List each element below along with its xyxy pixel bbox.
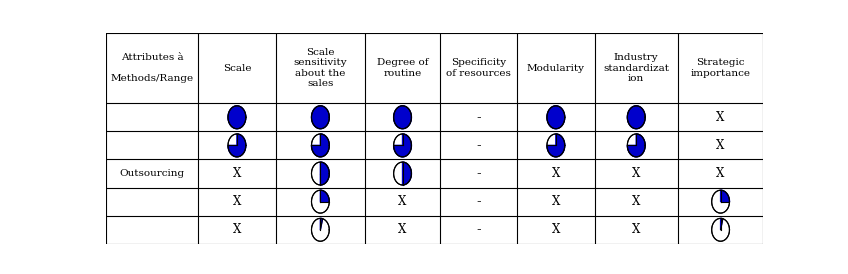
Polygon shape [547, 106, 565, 129]
Polygon shape [311, 106, 329, 129]
Text: Degree of
routine: Degree of routine [377, 58, 428, 78]
Text: X: X [717, 111, 725, 124]
Text: X: X [632, 223, 640, 236]
Polygon shape [628, 134, 645, 157]
Polygon shape [393, 134, 411, 157]
Polygon shape [393, 106, 411, 129]
Text: X: X [717, 167, 725, 180]
Polygon shape [311, 218, 329, 241]
Text: -: - [477, 111, 481, 124]
Polygon shape [311, 134, 329, 157]
Polygon shape [311, 190, 329, 213]
Text: X: X [399, 195, 407, 208]
Text: X: X [552, 223, 560, 236]
Text: Specificity
of resources: Specificity of resources [446, 58, 511, 78]
Polygon shape [393, 162, 411, 185]
Text: X: X [552, 195, 560, 208]
Text: Outsourcing: Outsourcing [120, 169, 185, 178]
Polygon shape [628, 106, 645, 129]
Text: X: X [232, 195, 241, 208]
Text: Strategic
importance: Strategic importance [690, 58, 750, 78]
Text: X: X [632, 167, 640, 180]
Polygon shape [321, 218, 322, 230]
Polygon shape [721, 190, 729, 202]
Polygon shape [311, 162, 329, 185]
Polygon shape [321, 190, 329, 202]
Polygon shape [393, 134, 411, 157]
Text: -: - [477, 139, 481, 152]
Text: X: X [632, 195, 640, 208]
Polygon shape [393, 106, 411, 129]
Polygon shape [628, 106, 645, 129]
Text: -: - [477, 167, 481, 180]
Polygon shape [228, 134, 246, 157]
Text: X: X [232, 223, 241, 236]
Polygon shape [547, 134, 565, 157]
Text: -: - [477, 195, 481, 208]
Text: Scale
sensitivity
about the
sales: Scale sensitivity about the sales [293, 48, 347, 88]
Polygon shape [711, 218, 729, 241]
Polygon shape [311, 134, 329, 157]
Text: X: X [399, 223, 407, 236]
Text: Attributes à

Methods/Range: Attributes à Methods/Range [110, 53, 193, 83]
Text: Scale: Scale [223, 64, 251, 73]
Polygon shape [711, 190, 729, 213]
Polygon shape [547, 134, 565, 157]
Polygon shape [228, 106, 246, 129]
Polygon shape [721, 218, 722, 230]
Text: -: - [477, 223, 481, 236]
Text: Industry
standardizat
ion: Industry standardizat ion [603, 53, 669, 83]
Polygon shape [321, 162, 329, 185]
Polygon shape [311, 106, 329, 129]
Polygon shape [228, 106, 246, 129]
Polygon shape [628, 134, 645, 157]
Polygon shape [228, 134, 246, 157]
Text: X: X [552, 167, 560, 180]
Text: X: X [717, 139, 725, 152]
Polygon shape [403, 162, 411, 185]
Text: Modularity: Modularity [527, 64, 585, 73]
Polygon shape [547, 106, 565, 129]
Text: X: X [232, 167, 241, 180]
